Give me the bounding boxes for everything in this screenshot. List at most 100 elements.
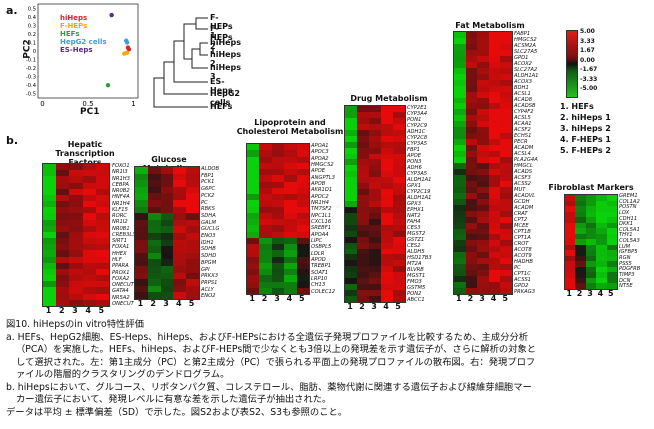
heatmap-cell xyxy=(369,206,381,213)
pca-ytick: -0.1 xyxy=(26,58,36,64)
heatmap-cell xyxy=(160,239,174,247)
heatmap-cell xyxy=(345,159,357,166)
heatmap-cell xyxy=(259,287,272,294)
heatmap-cell xyxy=(271,269,285,276)
heatmap-cell xyxy=(259,212,272,219)
heatmap-cell xyxy=(296,162,309,169)
heatmap-cell xyxy=(95,201,109,208)
heatmap-cell xyxy=(596,222,607,229)
gene-label: SDHB xyxy=(201,246,216,253)
heatmap-cell xyxy=(454,216,466,223)
heatmap-cell xyxy=(43,231,57,239)
heatmap-cell xyxy=(95,238,109,245)
heatmap-cell xyxy=(147,186,161,194)
heatmap-cell xyxy=(69,268,83,276)
gene-label: LOX xyxy=(619,209,630,216)
heatmap-cell xyxy=(147,285,161,293)
heatmap-cell xyxy=(488,252,501,259)
heatmap-cell xyxy=(296,194,309,201)
heatmap-cell xyxy=(465,85,478,92)
branch-hefs xyxy=(153,77,208,108)
heatmap-cell xyxy=(477,240,489,247)
heatmap-cell xyxy=(381,135,393,142)
heatmap-cell xyxy=(271,244,285,251)
heatmap-cell xyxy=(585,255,597,262)
col-5: 5 xyxy=(188,299,195,308)
heatmap-cell xyxy=(357,183,369,190)
heatmap-cell xyxy=(454,79,466,86)
heatmap-cell xyxy=(488,246,501,253)
heatmap-cell xyxy=(247,181,260,188)
heatmap-cell xyxy=(259,169,272,176)
gene-label: APOC3 xyxy=(311,149,329,156)
heatmap-cell xyxy=(393,242,405,249)
heatmap-cell xyxy=(173,292,187,299)
gene-label: CREB3L3 xyxy=(112,231,136,238)
heatmap-cell xyxy=(596,228,607,234)
heatmap-cell xyxy=(500,115,512,122)
gene-label: CPT1C xyxy=(514,271,531,277)
heatmap-cell xyxy=(575,250,586,256)
heatmap-cell xyxy=(465,222,478,229)
heatmap-cell xyxy=(500,91,512,98)
gene-label: IDH1 xyxy=(201,239,214,246)
heatmap-cell xyxy=(454,276,466,283)
pca-xtick: 0 xyxy=(40,100,44,108)
heatmap-cell xyxy=(477,43,489,50)
heatmap-cell xyxy=(259,237,272,244)
heatmap-cell xyxy=(247,287,260,294)
heatmap-cell xyxy=(477,180,489,187)
heatmap-cell xyxy=(488,228,501,235)
heatmap-cell xyxy=(500,180,512,187)
gene-label: PPARA xyxy=(112,263,129,270)
gene-label: CXCL16 xyxy=(311,218,332,225)
heatmap-cell xyxy=(454,174,466,181)
heatmap-cell xyxy=(465,198,478,205)
heatmap-cell xyxy=(454,288,466,294)
heatmap-cell xyxy=(173,219,187,227)
heatmap-cell xyxy=(454,103,466,110)
heatmap-cell xyxy=(147,219,161,227)
heatmap-cell xyxy=(369,141,381,148)
heatmap-cell xyxy=(465,282,478,289)
gene-label: GPX3 xyxy=(407,201,422,207)
gene-label: PROX1 xyxy=(112,269,130,276)
heatmap-cell xyxy=(381,147,393,154)
heatmap-cell xyxy=(345,171,357,178)
heatmap-cell xyxy=(381,248,393,255)
heatmap-cell xyxy=(369,117,381,124)
heatmap-cell xyxy=(135,279,148,286)
gene-label: PDGFRB xyxy=(619,266,641,273)
heatmap-cell xyxy=(500,186,512,193)
heatmap-cell xyxy=(454,228,466,235)
heatmap-cell xyxy=(477,85,489,92)
heatmap-cell xyxy=(381,272,393,279)
heatmap-cell xyxy=(284,212,297,219)
heatmap-cell xyxy=(259,262,272,269)
heatmap-cell xyxy=(454,127,466,134)
gene-label: EPHX1 xyxy=(407,207,425,213)
heatmap-cell xyxy=(357,159,369,166)
gene-label: ACADSB xyxy=(514,103,536,109)
pca-legend-item: ES-Heps xyxy=(60,46,93,54)
heatmap-cell xyxy=(500,288,512,294)
heatmap-cell xyxy=(345,135,357,142)
heatmap-cell xyxy=(135,180,148,187)
heatmap-cell xyxy=(575,228,586,234)
heatmap-cell xyxy=(465,168,478,175)
heatmap-cell xyxy=(488,91,501,98)
pca-legend: hiHeps F-HEPs HEFs HepG2 cells ES-Heps xyxy=(60,14,107,54)
heatmap-cell xyxy=(369,153,381,160)
heatmap-cell xyxy=(259,200,272,207)
heatmap-cell xyxy=(147,213,161,220)
heatmap-cell xyxy=(259,275,272,282)
heatmap-cell xyxy=(565,217,576,223)
heatmap-cell xyxy=(296,287,309,294)
heatmap-cell xyxy=(606,283,617,289)
heatmap-cell xyxy=(357,242,369,249)
heatmap-cell xyxy=(43,194,57,202)
heatmap-cell xyxy=(477,228,489,235)
gene-label: FOXO1 xyxy=(112,163,130,169)
heatmap-cell xyxy=(345,254,357,261)
heatmap-cell xyxy=(477,163,489,169)
